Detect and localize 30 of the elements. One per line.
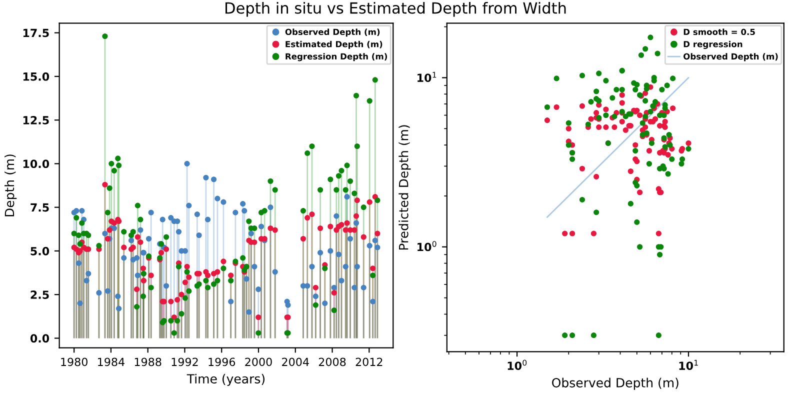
legend-label: D regression — [684, 40, 742, 49]
y-tick-label: 15.0 — [23, 72, 50, 81]
legend-label: D smooth = 0.5 — [684, 28, 755, 36]
y-axis-title: Depth (m) — [4, 154, 17, 216]
x-tick-label: 1996 — [208, 358, 236, 366]
y-tick-label: 10.0 — [23, 160, 50, 168]
y-tick-label: 7.5 — [30, 203, 49, 212]
x-tick-label: 2000 — [245, 358, 272, 366]
y-tick-label: 5.0 — [30, 246, 50, 256]
x-tick-label: 1992 — [172, 358, 198, 366]
y-axis-title: Predicted Depth (m) — [398, 125, 411, 250]
x-axis-title: Time (years) — [186, 374, 265, 386]
legend-label: Observed Depth (m) — [684, 53, 778, 62]
x-tick-label: 1984 — [98, 358, 124, 366]
legend-label: Regression Depth (m) — [286, 53, 387, 62]
x-tick-label: 10$^{0}$ — [508, 360, 527, 370]
legend-label: Estimated Depth (m) — [286, 40, 382, 49]
chart-title: Depth in situ vs Estimated Depth from Width — [226, 2, 566, 17]
x-tick-label: 10$^{1}$ — [679, 360, 698, 370]
x-axis-title: Observed Depth (m) — [552, 378, 678, 390]
y-tick-label: 12.5 — [23, 116, 49, 124]
y-tick-label: 2.5 — [30, 290, 49, 299]
x-tick-label: 2008 — [318, 358, 346, 366]
x-tick-label: 1980 — [61, 358, 88, 366]
x-tick-label: 2012 — [356, 358, 382, 366]
legend-label: Observed Depth (m) — [285, 28, 380, 37]
y-tick-label: 17.5 — [23, 28, 49, 38]
x-tick-label: 2004 — [282, 358, 309, 366]
y-tick-label: 0.0 — [30, 334, 50, 343]
x-tick-label: 1988 — [134, 358, 162, 366]
